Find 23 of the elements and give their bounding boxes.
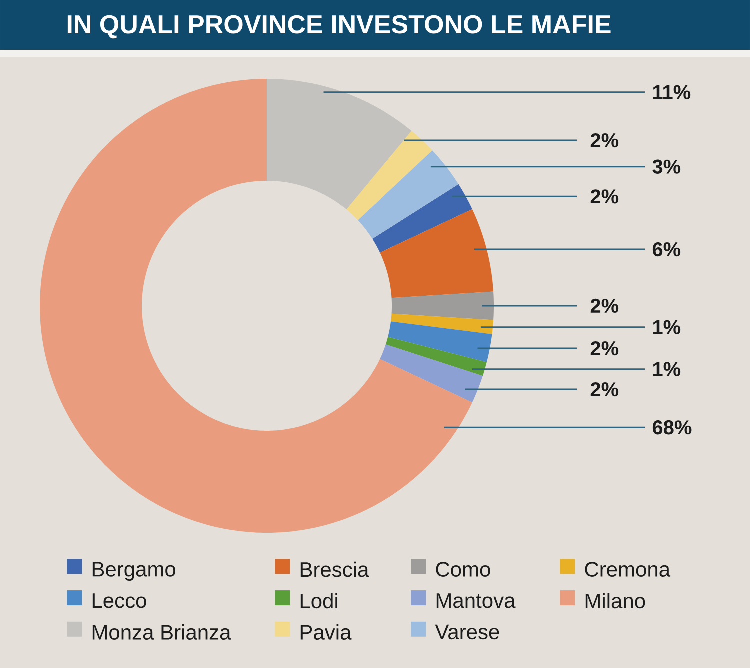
legend-label: Monza Brianza (92, 624, 232, 640)
legend-label: Brescia (300, 562, 370, 578)
data-label: 68% (652, 420, 692, 435)
data-label: 3% (652, 160, 681, 174)
legend-label: Mantova (436, 594, 516, 608)
data-label: 2% (590, 298, 619, 314)
chart-title: IN QUALI PROVINCE INVESTONO LE MAFIE (68, 15, 611, 39)
data-label: 2% (590, 382, 619, 397)
legend-label: Como (436, 562, 490, 577)
data-label: 6% (652, 242, 681, 257)
data-label: 2% (590, 190, 619, 204)
data-label: 1% (653, 362, 681, 376)
data-label: 11% (653, 85, 691, 100)
data-label: 2% (590, 133, 619, 148)
data-label: 1% (653, 320, 681, 334)
data-label: 2% (590, 341, 619, 356)
legend-label: Milano (586, 593, 646, 609)
legend-label: Pavia (300, 624, 352, 640)
legend-label: Cremona (585, 562, 671, 577)
legend-label: Lodi (300, 593, 338, 609)
legend-label: Varese (435, 624, 500, 640)
legend-label: Bergamo (92, 562, 176, 582)
legend-label: Lecco (92, 594, 146, 608)
